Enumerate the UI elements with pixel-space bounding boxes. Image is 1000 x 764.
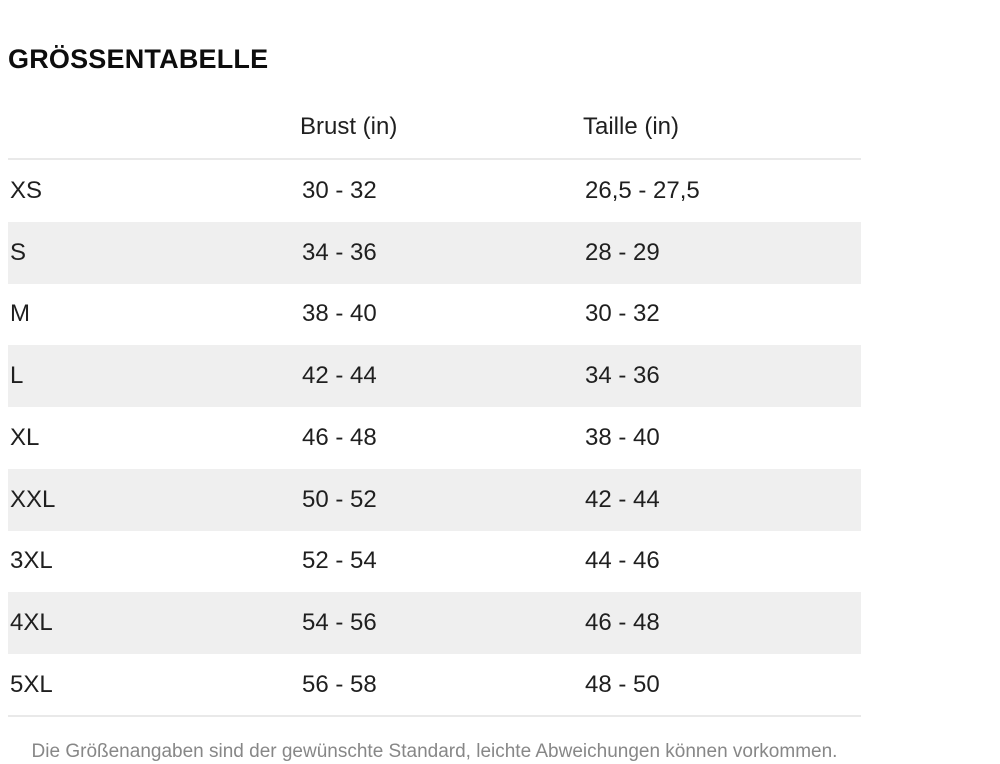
size-cell: XXL: [10, 485, 56, 513]
brust-cell: 38 - 40: [302, 300, 377, 328]
size-cell: XL: [10, 423, 40, 451]
header-size-column: [8, 112, 300, 142]
size-cell: 4XL: [10, 609, 53, 637]
table-row: 3XL 52 - 54 44 - 46: [8, 531, 861, 593]
table-bottom-divider: [8, 715, 861, 717]
taille-cell: 26,5 - 27,5: [585, 176, 700, 204]
brust-cell: 30 - 32: [302, 176, 377, 204]
header-brust-column: Brust (in): [300, 113, 398, 140]
taille-cell: 42 - 44: [585, 485, 660, 513]
size-cell: 3XL: [10, 547, 53, 575]
taille-cell: 30 - 32: [585, 300, 660, 328]
page-title: GRÖSSENTABELLE: [8, 44, 269, 74]
table-row: 4XL 54 - 56 46 - 48: [8, 592, 861, 655]
brust-cell: 42 - 44: [302, 362, 377, 390]
table-row: 5XL 56 - 58 48 - 50: [8, 654, 861, 716]
taille-cell: 48 - 50: [585, 671, 660, 698]
taille-cell: 44 - 46: [585, 547, 660, 575]
taille-cell: 46 - 48: [585, 609, 660, 637]
brust-cell: 56 - 58: [302, 671, 377, 698]
brust-cell: 54 - 56: [302, 609, 377, 637]
size-cell: M: [10, 300, 30, 328]
taille-cell: 34 - 36: [585, 362, 660, 390]
footnote: Die Größenangaben sind der gewünschte St…: [31, 741, 838, 762]
header-divider: [8, 158, 861, 160]
size-cell: S: [10, 238, 27, 266]
size-cell: XS: [10, 176, 43, 204]
brust-cell: 50 - 52: [302, 485, 377, 513]
taille-cell: 38 - 40: [585, 423, 660, 451]
brust-cell: 52 - 54: [302, 547, 377, 575]
table-header: Brust (in) Taille (in): [8, 112, 861, 142]
size-table-body: XS 30 - 32 26,5 - 27,5 S 34 - 36 28 - 29…: [8, 160, 861, 716]
taille-cell: 28 - 29: [585, 238, 660, 266]
size-cell: 5XL: [10, 671, 53, 698]
table-row: S 34 - 36 28 - 29: [8, 221, 861, 284]
header-taille-column: Taille (in): [583, 113, 680, 140]
size-cell: L: [10, 362, 24, 390]
table-row: M 38 - 40 30 - 32: [8, 284, 861, 346]
brust-cell: 46 - 48: [302, 423, 377, 451]
table-row: XXL 50 - 52 42 - 44: [8, 468, 861, 531]
table-row: XL 46 - 48 38 - 40: [8, 407, 861, 469]
table-row: XS 30 - 32 26,5 - 27,5: [8, 160, 861, 222]
brust-cell: 34 - 36: [302, 238, 377, 266]
table-row: L 42 - 44 34 - 36: [8, 345, 861, 408]
